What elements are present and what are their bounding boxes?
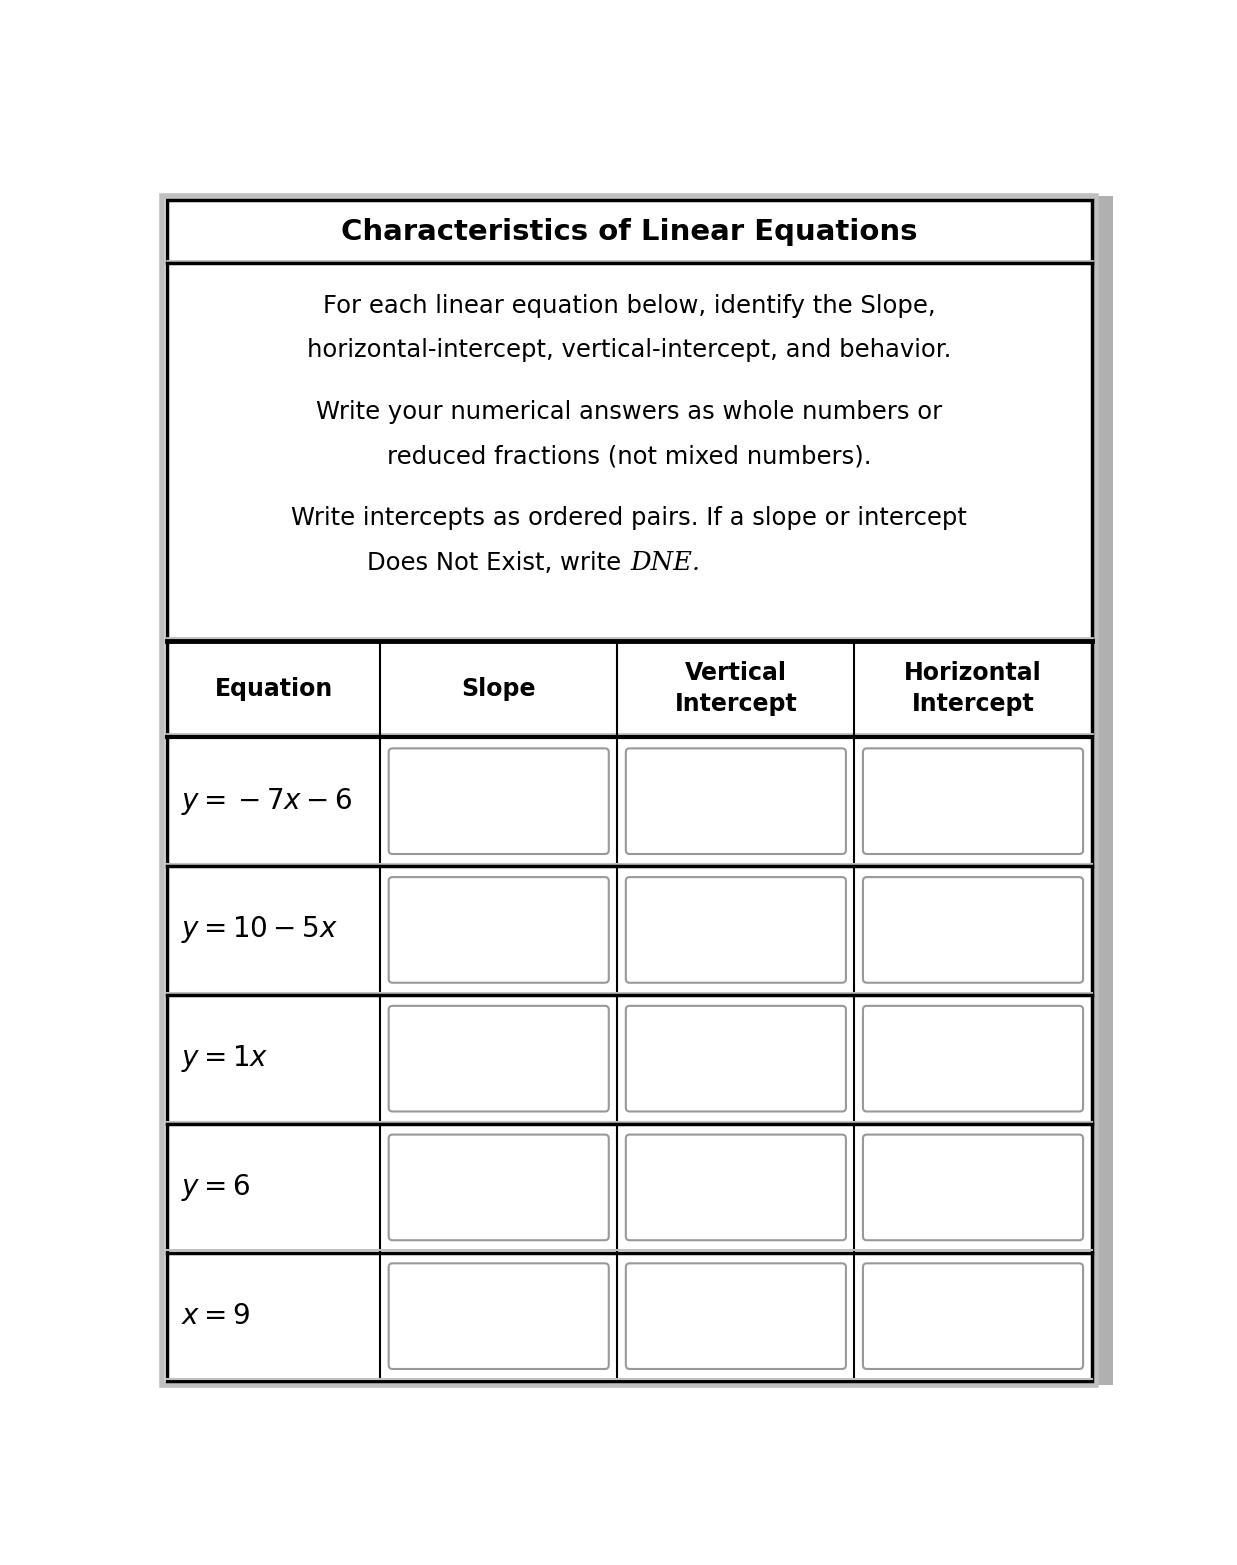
Text: Write your numerical answers as whole numbers or: Write your numerical answers as whole nu… bbox=[317, 401, 943, 424]
FancyBboxPatch shape bbox=[863, 1135, 1084, 1239]
Text: Does Not Exist, write: Does Not Exist, write bbox=[367, 551, 630, 574]
FancyBboxPatch shape bbox=[626, 748, 846, 854]
FancyBboxPatch shape bbox=[863, 1263, 1084, 1369]
FancyBboxPatch shape bbox=[863, 1006, 1084, 1111]
FancyBboxPatch shape bbox=[388, 1135, 609, 1239]
Text: $x = 9$: $x = 9$ bbox=[181, 1302, 250, 1330]
Text: For each linear equation below, identify the Slope,: For each linear equation below, identify… bbox=[323, 294, 935, 318]
FancyBboxPatch shape bbox=[388, 1263, 609, 1369]
Text: DNE.: DNE. bbox=[631, 551, 701, 576]
FancyBboxPatch shape bbox=[388, 876, 609, 983]
Text: Slope: Slope bbox=[461, 676, 536, 701]
FancyBboxPatch shape bbox=[388, 748, 609, 854]
Text: $y = 10 - 5x$: $y = 10 - 5x$ bbox=[181, 914, 338, 945]
Text: Write intercepts as ordered pairs. If a slope or intercept: Write intercepts as ordered pairs. If a … bbox=[292, 505, 967, 531]
Text: Vertical
Intercept: Vertical Intercept bbox=[674, 660, 798, 717]
FancyBboxPatch shape bbox=[863, 876, 1084, 983]
FancyBboxPatch shape bbox=[626, 1135, 846, 1239]
Text: $y = 6$: $y = 6$ bbox=[181, 1172, 250, 1203]
Text: Characteristics of Linear Equations: Characteristics of Linear Equations bbox=[341, 218, 918, 246]
Text: horizontal-intercept, vertical-intercept, and behavior.: horizontal-intercept, vertical-intercept… bbox=[307, 338, 951, 362]
Text: Horizontal
Intercept: Horizontal Intercept bbox=[904, 660, 1042, 717]
Bar bbox=[1096, 196, 1113, 1385]
Text: $y =  - 7x - 6$: $y = - 7x - 6$ bbox=[181, 786, 353, 817]
Text: Equation: Equation bbox=[214, 676, 333, 701]
Text: $y = 1x$: $y = 1x$ bbox=[181, 1044, 268, 1074]
Text: reduced fractions (not mixed numbers).: reduced fractions (not mixed numbers). bbox=[387, 444, 872, 468]
FancyBboxPatch shape bbox=[388, 1006, 609, 1111]
FancyBboxPatch shape bbox=[626, 1006, 846, 1111]
FancyBboxPatch shape bbox=[626, 1263, 846, 1369]
FancyBboxPatch shape bbox=[863, 748, 1084, 854]
FancyBboxPatch shape bbox=[626, 876, 846, 983]
